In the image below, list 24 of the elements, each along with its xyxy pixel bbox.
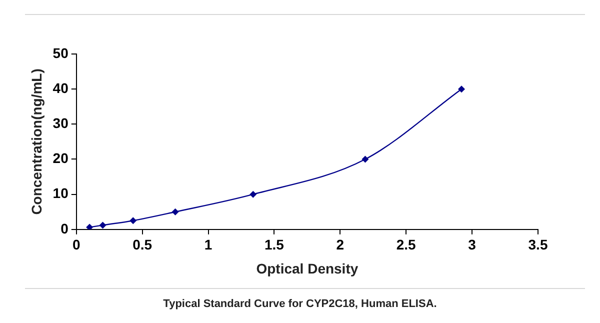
point xyxy=(86,224,94,230)
x-tick-label: 3 xyxy=(468,236,476,253)
text: Typical Standard Curve for CYP2C18, Human ELISA. xyxy=(162,298,438,310)
point xyxy=(458,86,465,93)
x-axis-title: Optical Density xyxy=(256,260,358,276)
y-tick-label: 50 xyxy=(52,44,69,61)
x-tick-label: 1.5 xyxy=(264,236,284,253)
y-tick-label: 20 xyxy=(52,150,69,166)
y-tick-label: 0 xyxy=(60,220,69,236)
point xyxy=(362,156,369,163)
point xyxy=(99,222,106,229)
x-tick-label: 2 xyxy=(336,236,344,253)
point xyxy=(130,217,137,224)
y-tick-label: 10 xyxy=(52,185,69,202)
y-axis-title: Concentration(ng/mL) xyxy=(28,68,44,215)
x-tick-label: 1 xyxy=(204,236,212,253)
x-tick-label: 3.5 xyxy=(528,236,548,253)
x-tick-label: 0 xyxy=(72,236,80,253)
x-tick-label: 0.5 xyxy=(132,236,152,253)
point xyxy=(250,190,257,198)
y-tick-label: 30 xyxy=(52,115,69,132)
y-tick-label: 40 xyxy=(52,80,69,96)
x-tick-label: 2.5 xyxy=(396,236,416,253)
point xyxy=(172,208,179,216)
